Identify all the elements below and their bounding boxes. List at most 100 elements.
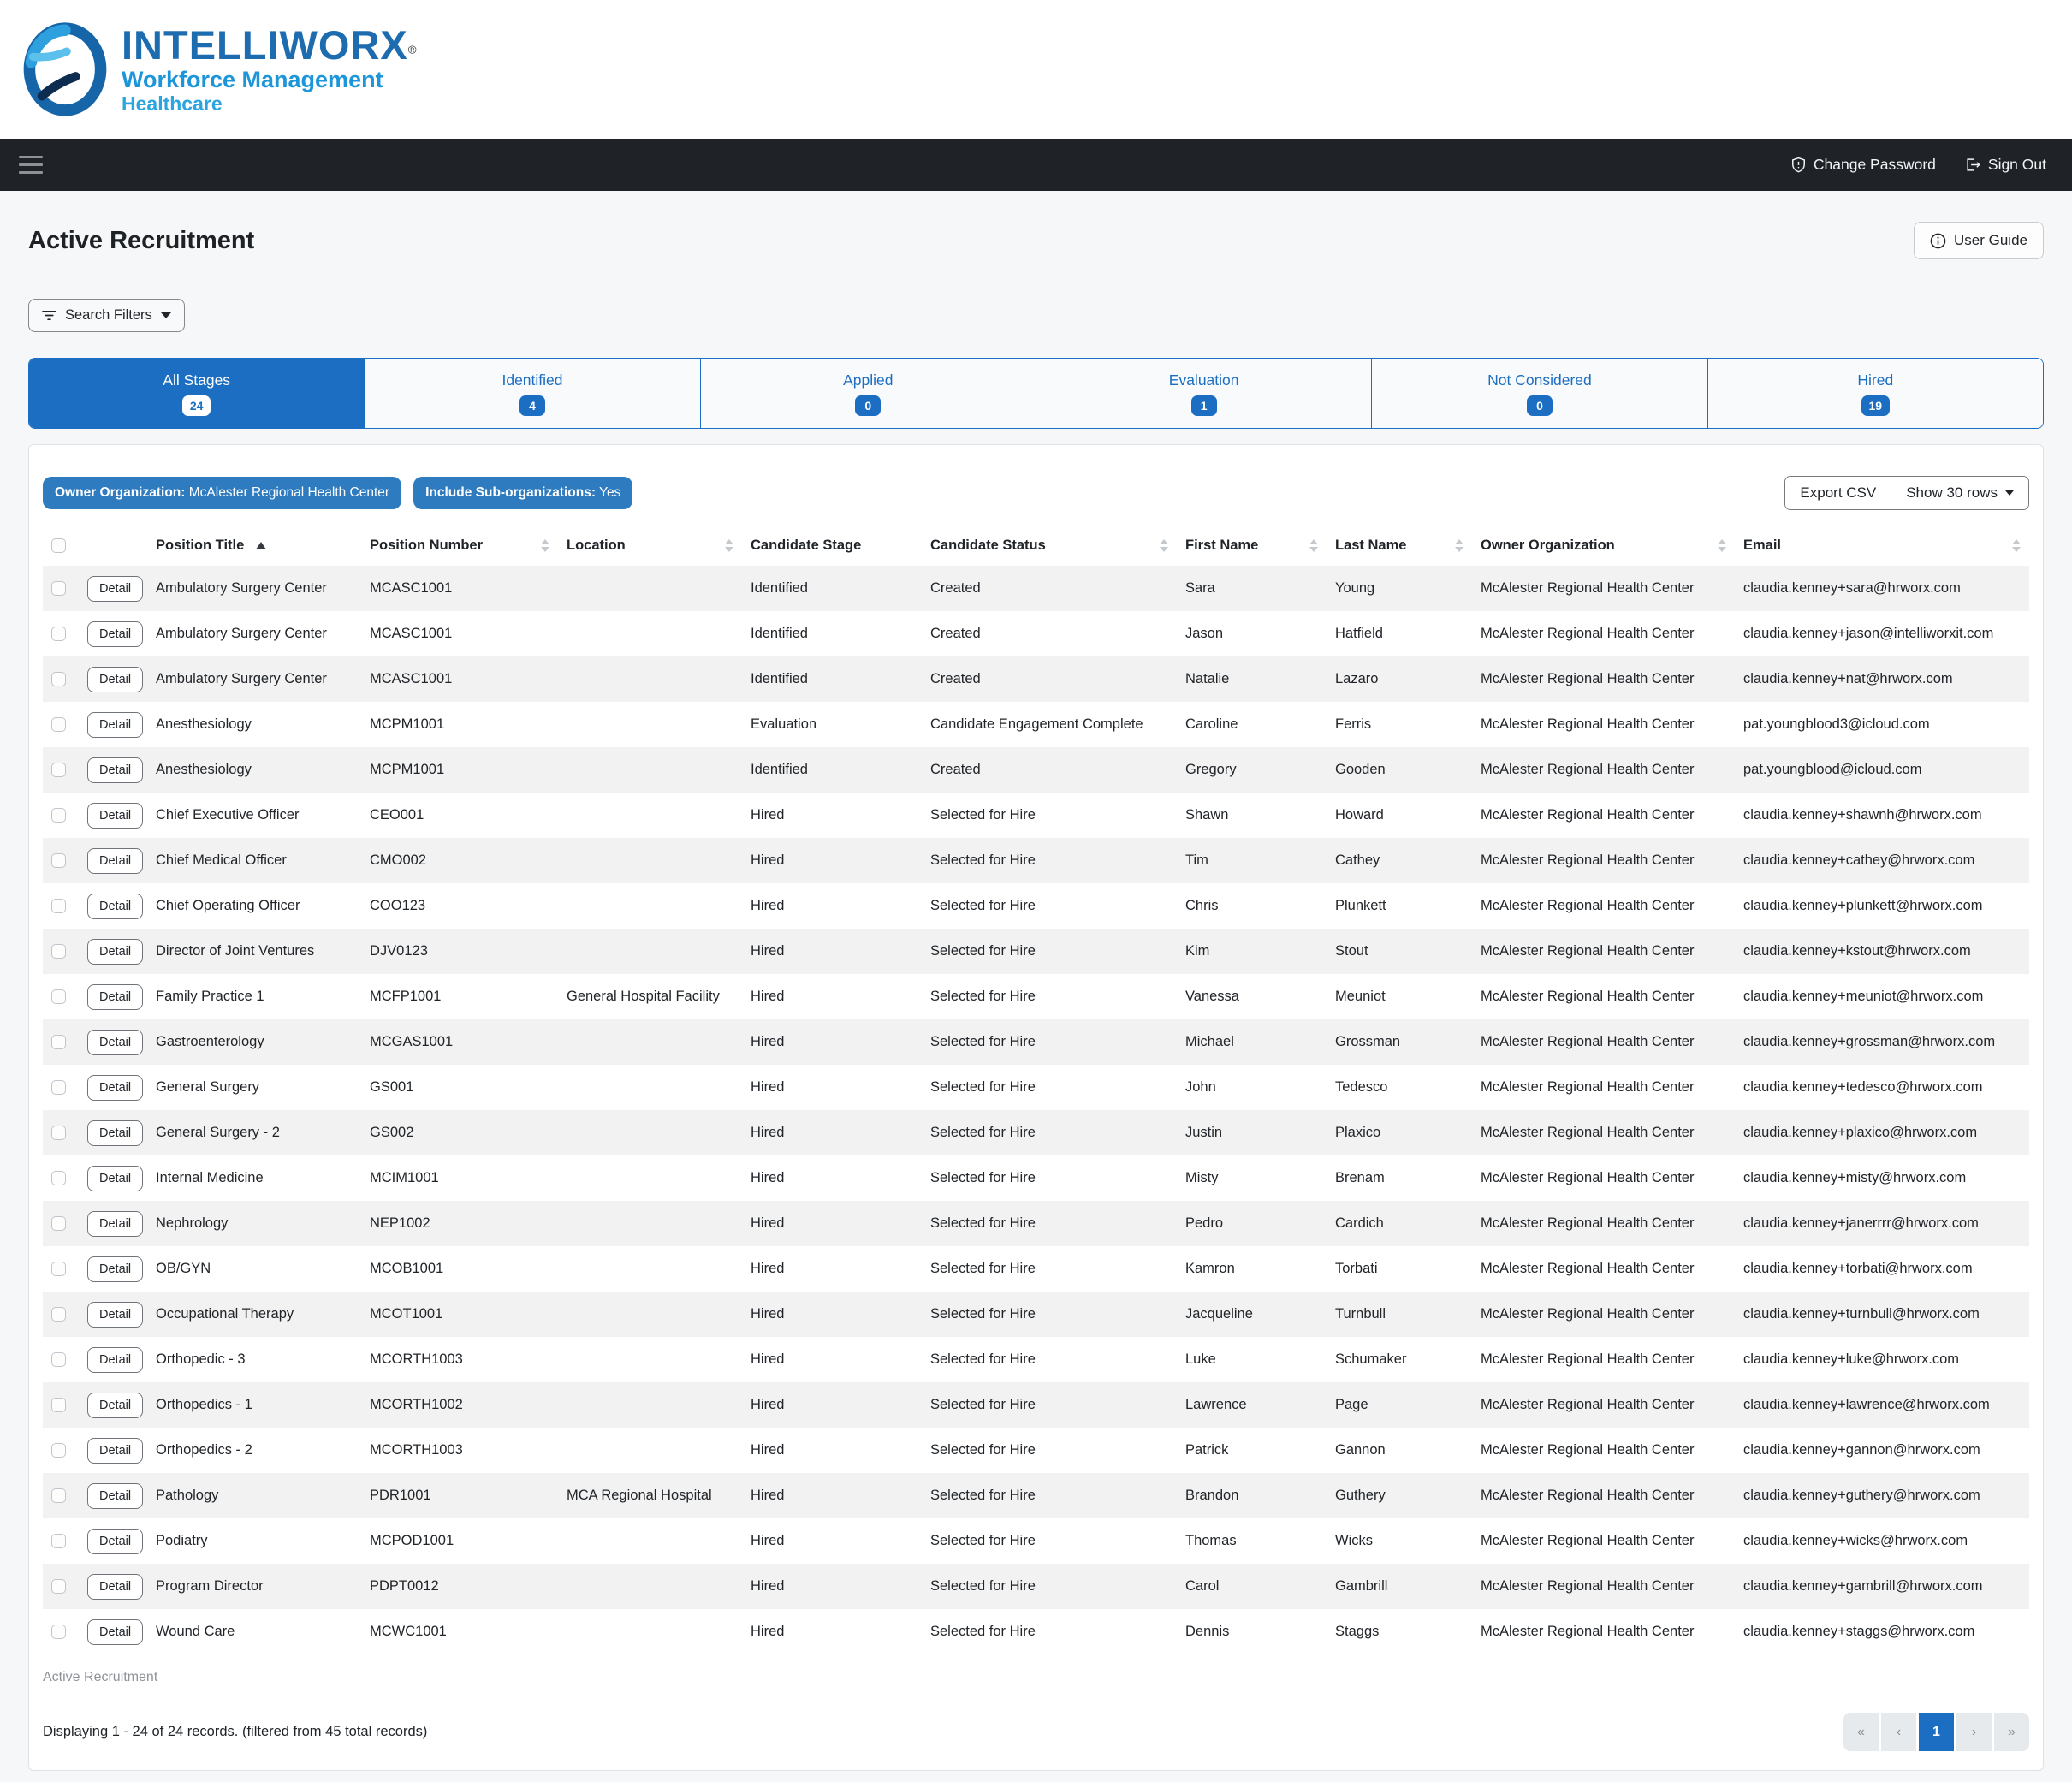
cell-position-title: Chief Executive Officer — [156, 807, 300, 823]
row-checkbox[interactable] — [51, 1216, 66, 1231]
column-header-first-name[interactable]: First Name — [1185, 538, 1259, 553]
detail-button[interactable]: Detail — [87, 1120, 144, 1146]
row-checkbox[interactable] — [51, 1488, 66, 1503]
user-guide-button[interactable]: User Guide — [1914, 222, 2044, 259]
sort-toggle-icon[interactable] — [1711, 539, 1726, 552]
tab-label: Applied — [843, 371, 894, 389]
tab-hired[interactable]: Hired 19 — [1707, 359, 2043, 428]
tab-count-badge: 0 — [1526, 395, 1553, 416]
row-checkbox[interactable] — [51, 763, 66, 777]
select-all-checkbox[interactable] — [51, 538, 66, 553]
detail-button[interactable]: Detail — [87, 1528, 144, 1554]
sort-toggle-icon[interactable] — [2005, 539, 2021, 552]
tab-identified[interactable]: Identified 4 — [365, 359, 701, 428]
tab-applied[interactable]: Applied 0 — [700, 359, 1036, 428]
detail-button[interactable]: Detail — [87, 847, 144, 874]
row-checkbox[interactable] — [51, 672, 66, 686]
row-checkbox[interactable] — [51, 717, 66, 732]
detail-button[interactable]: Detail — [87, 1029, 144, 1055]
column-header-position-number[interactable]: Position Number — [370, 538, 484, 553]
detail-button[interactable]: Detail — [87, 893, 144, 919]
detail-button[interactable]: Detail — [87, 1074, 144, 1101]
row-checkbox[interactable] — [51, 1398, 66, 1412]
cell-candidate-stage: Hired — [751, 1533, 785, 1548]
row-checkbox[interactable] — [51, 627, 66, 641]
detail-button[interactable]: Detail — [87, 1573, 144, 1600]
row-checkbox[interactable] — [51, 1080, 66, 1095]
cell-first-name: Carol — [1185, 1578, 1220, 1594]
detail-button[interactable]: Detail — [87, 1346, 144, 1373]
row-checkbox[interactable] — [51, 1579, 66, 1594]
tab-all-stages[interactable]: All Stages 24 — [29, 359, 365, 428]
column-header-candidate-stage[interactable]: Candidate Stage — [751, 538, 862, 553]
sort-toggle-icon[interactable] — [1303, 539, 1318, 552]
cell-email: claudia.kenney+gannon@hrworx.com — [1743, 1442, 1980, 1458]
row-checkbox[interactable] — [51, 1534, 66, 1548]
detail-button[interactable]: Detail — [87, 802, 144, 829]
tab-not-considered[interactable]: Not Considered 0 — [1372, 359, 1708, 428]
detail-button[interactable]: Detail — [87, 757, 144, 783]
detail-button[interactable]: Detail — [87, 1165, 144, 1191]
menu-toggle-button[interactable] — [15, 151, 46, 179]
page-button[interactable]: ‹ — [1881, 1713, 1916, 1751]
sort-ascending-icon[interactable] — [256, 542, 267, 549]
sign-out-link[interactable]: Sign Out — [1965, 156, 2046, 174]
row-checkbox[interactable] — [51, 1171, 66, 1185]
column-header-location[interactable]: Location — [567, 538, 626, 553]
change-password-link[interactable]: Change Password — [1790, 156, 1936, 174]
detail-button[interactable]: Detail — [87, 983, 144, 1010]
row-checkbox[interactable] — [51, 808, 66, 823]
row-checkbox[interactable] — [51, 1307, 66, 1322]
sort-toggle-icon[interactable] — [534, 539, 549, 552]
cell-last-name: Ferris — [1335, 716, 1372, 732]
cell-position-number: MCOB1001 — [370, 1261, 444, 1276]
cell-location — [558, 1518, 742, 1564]
detail-button[interactable]: Detail — [87, 1482, 144, 1509]
detail-button[interactable]: Detail — [87, 938, 144, 965]
search-filters-button[interactable]: Search Filters — [28, 299, 185, 332]
row-checkbox[interactable] — [51, 1443, 66, 1458]
row-checkbox[interactable] — [51, 899, 66, 913]
cell-location — [558, 793, 742, 838]
column-header-position-title[interactable]: Position Title — [156, 538, 245, 553]
column-header-last-name[interactable]: Last Name — [1335, 538, 1407, 553]
detail-button[interactable]: Detail — [87, 666, 144, 692]
row-checkbox[interactable] — [51, 1352, 66, 1367]
row-checkbox[interactable] — [51, 989, 66, 1004]
detail-button[interactable]: Detail — [87, 1619, 144, 1645]
row-checkbox[interactable] — [51, 1035, 66, 1049]
show-rows-button[interactable]: Show 30 rows — [1891, 477, 2028, 509]
export-csv-button[interactable]: Export CSV — [1785, 477, 1891, 509]
tab-evaluation[interactable]: Evaluation 1 — [1036, 359, 1373, 428]
detail-button[interactable]: Detail — [87, 621, 144, 647]
column-header-candidate-status[interactable]: Candidate Status — [930, 538, 1046, 553]
table-row: Detail Occupational Therapy MCOT1001 Hired S… — [43, 1292, 2029, 1337]
column-header-owner-organization[interactable]: Owner Organization — [1481, 538, 1615, 553]
detail-button[interactable]: Detail — [87, 711, 144, 738]
cell-candidate-stage: Identified — [751, 580, 808, 596]
detail-button[interactable]: Detail — [87, 1256, 144, 1282]
page-button[interactable]: « — [1843, 1713, 1879, 1751]
row-checkbox[interactable] — [51, 944, 66, 959]
detail-button[interactable]: Detail — [87, 1210, 144, 1237]
cell-owner-organization: McAlester Regional Health Center — [1481, 898, 1695, 913]
row-checkbox[interactable] — [51, 853, 66, 868]
row-checkbox[interactable] — [51, 1126, 66, 1140]
row-checkbox[interactable] — [51, 581, 66, 596]
row-checkbox[interactable] — [51, 1262, 66, 1276]
sort-toggle-icon[interactable] — [1448, 539, 1463, 552]
cell-last-name: Stout — [1335, 943, 1368, 959]
page-button[interactable]: › — [1956, 1713, 1992, 1751]
cell-position-number: MCPM1001 — [370, 716, 445, 732]
search-filters-label: Search Filters — [65, 307, 152, 323]
column-header-email[interactable]: Email — [1743, 538, 1782, 553]
page-button[interactable]: » — [1994, 1713, 2029, 1751]
detail-button[interactable]: Detail — [87, 1392, 144, 1418]
detail-button[interactable]: Detail — [87, 575, 144, 602]
row-checkbox[interactable] — [51, 1625, 66, 1639]
sort-toggle-icon[interactable] — [1153, 539, 1168, 552]
page-button-current[interactable]: 1 — [1919, 1713, 1954, 1751]
detail-button[interactable]: Detail — [87, 1437, 144, 1464]
sort-toggle-icon[interactable] — [718, 539, 733, 552]
detail-button[interactable]: Detail — [87, 1301, 144, 1328]
